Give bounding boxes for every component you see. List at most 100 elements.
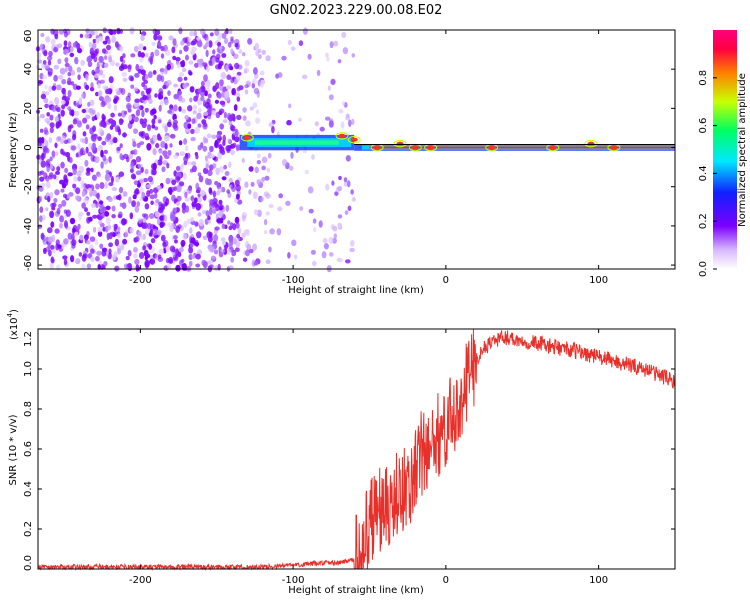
noise-speck — [212, 190, 216, 198]
noise-speck — [140, 34, 145, 42]
noise-speck — [108, 118, 114, 124]
band-hotspot-halo — [393, 139, 407, 148]
noise-speck — [81, 202, 86, 209]
noise-speck — [334, 191, 339, 197]
noise-speck — [340, 121, 345, 129]
noise-speck — [116, 146, 121, 152]
noise-speck — [95, 37, 100, 44]
noise-speck — [276, 228, 282, 236]
noise-speck — [259, 81, 265, 88]
noise-speck — [99, 208, 104, 214]
noise-speck — [64, 222, 69, 229]
noise-speck — [59, 222, 63, 229]
noise-speck — [265, 55, 271, 62]
noise-speck — [142, 245, 146, 251]
noise-speck — [142, 46, 147, 51]
noise-speck — [77, 223, 81, 230]
noise-speck — [39, 206, 44, 213]
noise-speck — [122, 238, 128, 245]
noise-speck — [127, 263, 132, 269]
noise-speck — [169, 143, 173, 148]
noise-speck — [133, 87, 139, 92]
noise-speck — [48, 85, 53, 93]
noise-speck — [111, 186, 118, 192]
noise-speck — [311, 154, 315, 160]
noise-speck — [236, 114, 242, 121]
noise-speck — [64, 62, 70, 68]
noise-speck — [54, 33, 59, 40]
noise-speck — [133, 188, 139, 197]
noise-speck — [130, 53, 136, 58]
noise-speck — [51, 85, 57, 91]
noise-speck — [148, 56, 154, 62]
noise-speck — [48, 67, 53, 73]
noise-speck — [181, 202, 187, 210]
noise-speck — [107, 38, 111, 45]
noise-speck — [215, 167, 220, 176]
noise-speck — [259, 196, 264, 202]
noise-speck — [138, 231, 142, 237]
noise-speck — [159, 91, 163, 98]
noise-speck — [162, 84, 167, 90]
noise-speck — [138, 218, 142, 224]
noise-speck — [260, 178, 265, 183]
snr-y-label: SNR (10 * v/v) — [8, 414, 19, 485]
noise-speck — [68, 41, 72, 49]
noise-speck — [313, 226, 317, 233]
noise-speck — [45, 36, 51, 43]
noise-speck — [231, 251, 236, 257]
noise-speck — [99, 79, 105, 84]
noise-speck — [345, 259, 351, 264]
noise-speck — [192, 110, 197, 115]
noise-speck — [172, 207, 178, 215]
noise-speck — [133, 45, 139, 53]
noise-speck — [69, 138, 74, 143]
noise-speck — [114, 238, 120, 247]
noise-speck — [86, 167, 91, 174]
noise-speck — [170, 214, 176, 222]
noise-speck — [286, 119, 292, 126]
noise-speck — [307, 53, 312, 60]
noise-speck — [111, 214, 116, 219]
noise-speck — [64, 96, 70, 102]
noise-speck — [58, 203, 63, 209]
noise-speck — [196, 231, 202, 239]
noise-speck — [154, 192, 158, 199]
noise-speck — [200, 142, 204, 149]
noise-speck — [63, 48, 69, 56]
noise-speck — [307, 186, 313, 194]
noise-speck — [271, 125, 275, 134]
noise-speck — [200, 80, 205, 87]
noise-speck — [105, 205, 111, 211]
noise-speck — [152, 228, 158, 236]
noise-speck — [98, 145, 103, 152]
noise-speck — [76, 42, 81, 51]
noise-speck — [154, 126, 159, 131]
noise-speck — [174, 176, 180, 183]
noise-speck — [102, 226, 106, 232]
noise-speck — [54, 151, 59, 156]
noise-speck — [145, 253, 151, 259]
noise-speck — [175, 201, 180, 206]
band-hotspot — [350, 137, 358, 142]
noise-speck — [158, 204, 164, 211]
noise-speck — [195, 203, 201, 211]
noise-speck — [184, 128, 190, 133]
band-hotspot — [373, 145, 381, 150]
noise-speck — [163, 98, 169, 106]
noise-speck — [143, 79, 148, 85]
noise-speck — [310, 249, 316, 255]
noise-speck — [210, 255, 216, 260]
noise-speck — [222, 119, 228, 124]
noise-speck — [181, 108, 187, 114]
noise-speck — [333, 233, 337, 240]
x-tick-label: 0 — [443, 575, 449, 586]
noise-speck — [180, 239, 186, 247]
noise-speck — [124, 229, 129, 238]
noise-speck — [76, 170, 82, 177]
noise-speck — [214, 99, 219, 104]
noise-speck — [108, 76, 114, 84]
noise-speck — [85, 84, 90, 91]
noise-speck — [253, 209, 259, 216]
